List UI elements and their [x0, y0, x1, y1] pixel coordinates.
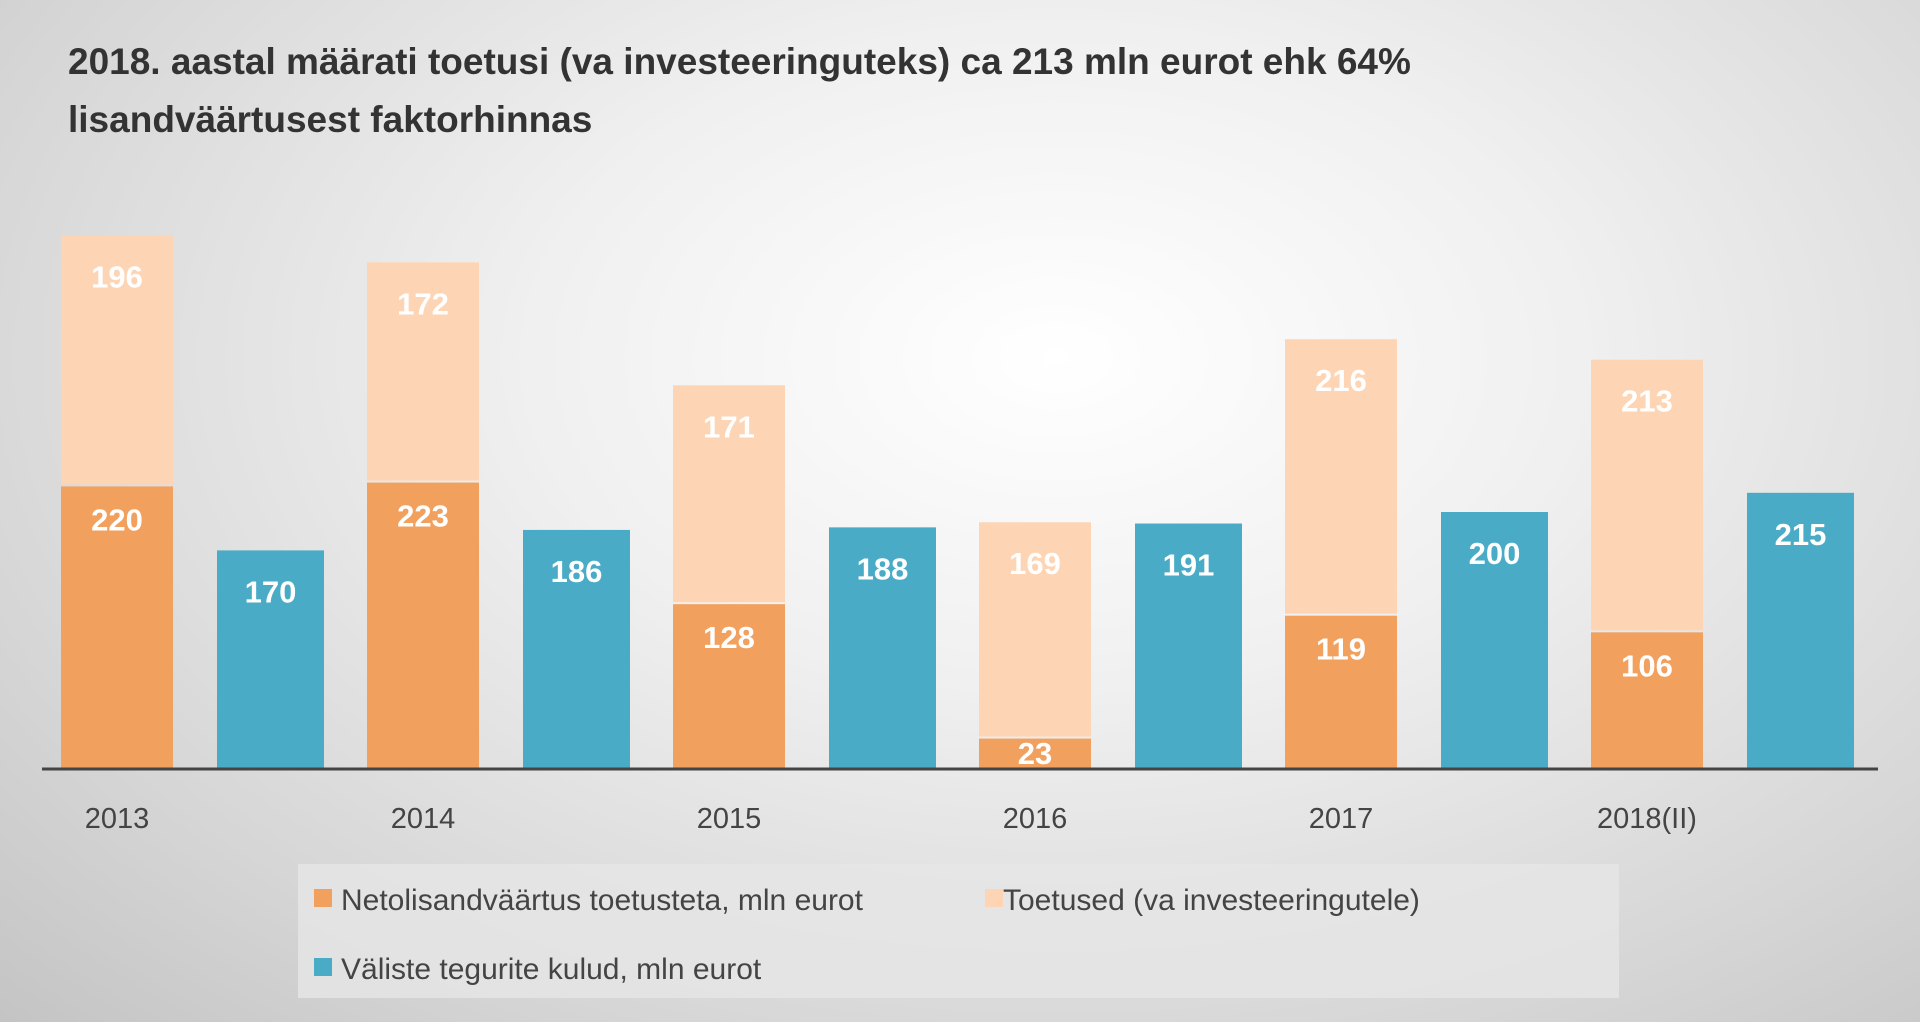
bar-valiste-kulud-2013 [217, 550, 324, 768]
x-tick-label: 2013 [85, 803, 150, 835]
legend-box [298, 864, 1619, 998]
bar-toetused-2015 [673, 385, 785, 603]
legend-item-valiste-tegurite-kulud: Väliste tegurite kulud, mln eurot [314, 953, 762, 986]
x-tick-label: 2017 [1309, 803, 1374, 835]
legend-item-toetused: Toetused (va investeeringutele) [985, 884, 1420, 917]
legend-label: Netolisandväärtus toetusteta, mln eurot [341, 884, 864, 917]
bar-netolisandvaartus-2017 [1285, 615, 1397, 768]
bar-valiste-kulud-2015 [829, 527, 936, 768]
data-label: 128 [703, 620, 755, 655]
data-label: 196 [91, 260, 143, 295]
bar-netolisandvaartus-2018(II) [1591, 632, 1703, 768]
bar-toetused-2013 [61, 235, 173, 485]
data-label: 171 [703, 409, 755, 444]
chart-title-line-2: lisandväärtusest faktorhinnas [68, 99, 592, 140]
bar-valiste-kulud-2014 [523, 529, 630, 768]
bar-toetused-2016 [979, 522, 1091, 737]
data-label: 200 [1469, 536, 1521, 571]
data-label: 23 [1018, 736, 1052, 771]
bar-toetused-2018(II) [1591, 359, 1703, 631]
bar-valiste-kulud-2017 [1441, 512, 1548, 768]
legend-swatch [314, 889, 332, 907]
x-tick-label: 2015 [697, 803, 762, 835]
x-tick-label: 2016 [1003, 803, 1068, 835]
bar-netolisandvaartus-2015 [673, 604, 785, 768]
bar-valiste-kulud-2016 [1135, 523, 1242, 768]
data-label: 172 [397, 286, 449, 321]
data-label: 119 [1316, 632, 1366, 667]
legend-label: Väliste tegurite kulud, mln eurot [341, 953, 762, 986]
data-label: 191 [1163, 548, 1215, 583]
data-label: 213 [1621, 384, 1673, 419]
bar-netolisandvaartus-2013 [61, 486, 173, 768]
data-label: 106 [1621, 648, 1673, 683]
legend-label: Toetused (va investeeringutele) [1003, 884, 1420, 917]
data-label: 216 [1315, 363, 1367, 398]
data-label: 186 [551, 554, 603, 589]
chart-title-line-1: 2018. aastal määrati toetusi (va investe… [68, 41, 1411, 82]
bar-netolisandvaartus-2016 [979, 738, 1091, 768]
data-label: 220 [91, 502, 143, 537]
x-tick-label: 2018(II) [1597, 803, 1697, 835]
data-label: 188 [857, 551, 909, 586]
legend-swatch [314, 958, 332, 976]
bar-netolisandvaartus-2014 [367, 482, 479, 768]
data-label: 170 [245, 574, 297, 609]
legend-swatch [985, 889, 1003, 907]
data-label: 169 [1009, 546, 1061, 581]
legend-item-netolisandvaartus: Netolisandväärtus toetusteta, mln eurot [314, 884, 864, 917]
bar-toetused-2014 [367, 262, 479, 481]
bar-valiste-kulud-2018(II) [1747, 492, 1854, 768]
data-label: 223 [397, 499, 449, 534]
bar-toetused-2017 [1285, 339, 1397, 614]
data-label: 215 [1775, 517, 1827, 552]
x-tick-label: 2014 [391, 803, 456, 835]
